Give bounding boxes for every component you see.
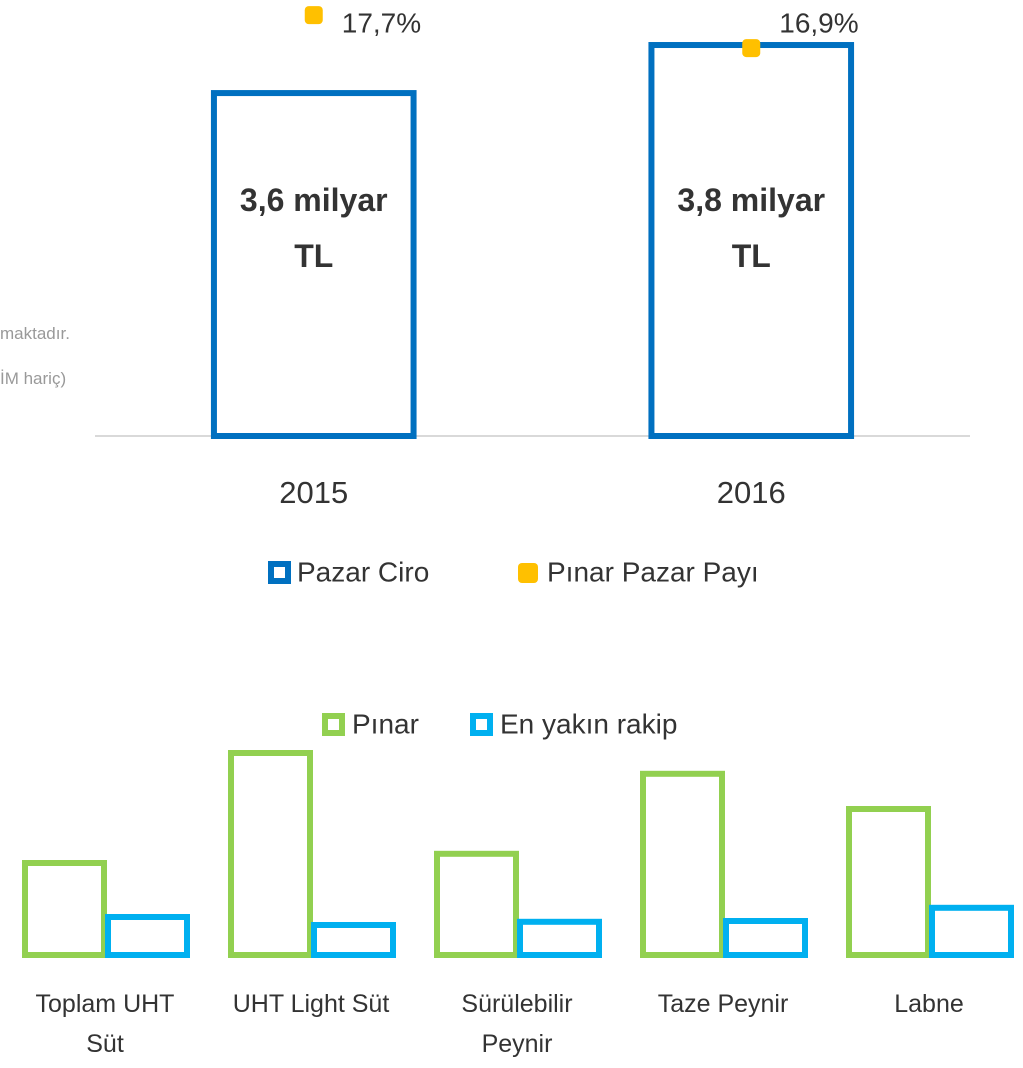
data-label: 16,9%	[779, 7, 858, 38]
point	[304, 6, 323, 25]
legend-label: Pınar Pazar Payı	[547, 556, 759, 587]
legend-marker	[470, 713, 493, 736]
bar	[311, 922, 396, 958]
legend-label: En yakın rakip	[500, 708, 677, 739]
point	[742, 39, 761, 58]
cut-text: İM hariç)	[0, 369, 67, 388]
bar	[723, 918, 808, 958]
bar	[929, 904, 1014, 958]
legend-label: Pınar	[352, 708, 419, 739]
x-tick-label: Taze Peynir	[657, 990, 789, 1018]
legend-marker	[322, 713, 345, 736]
data-label: 3,6 milyar TL	[239, 182, 388, 274]
data-label: 17,7%	[342, 7, 421, 38]
x-tick-label: UHT Light Süt	[232, 990, 390, 1018]
legend-marker	[268, 561, 291, 584]
x-tick-label: Sürülebilir Peynir	[461, 990, 573, 1058]
bar	[846, 806, 931, 958]
bar	[640, 770, 725, 958]
bar	[434, 850, 519, 958]
bar	[105, 914, 190, 958]
bar	[228, 750, 313, 958]
cut-text: maktadır.	[0, 324, 70, 343]
x-tick-label: Labne	[894, 990, 964, 1018]
data-label: 3,8 milyar TL	[677, 182, 826, 274]
x-tick-label: 2016	[717, 475, 786, 510]
bar	[22, 860, 107, 958]
legend-marker	[518, 563, 538, 583]
x-tick-label: Toplam UHT Süt	[35, 990, 175, 1058]
bar	[210, 90, 417, 439]
legend-label: Pazar Ciro	[297, 556, 429, 587]
bar	[517, 918, 602, 958]
x-tick-label: 2015	[279, 475, 348, 510]
